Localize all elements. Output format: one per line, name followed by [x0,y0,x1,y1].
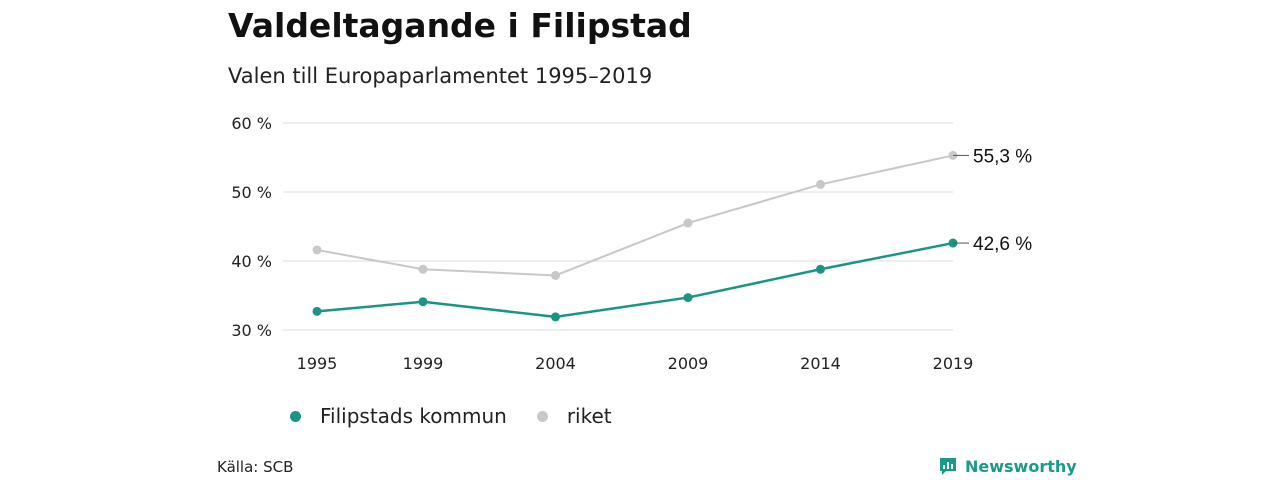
x-tick-label-1995: 1995 [297,354,338,373]
legend-marker-filipstad [290,410,301,422]
legend-item-filipstad: Filipstads kommun [290,404,507,428]
data-point-riket-2004 [551,270,560,280]
source-note: Källa: SCB [217,458,294,476]
legend-marker-riket [536,410,548,422]
x-tick-label-1999: 1999 [403,354,444,373]
data-point-filipstad-1999 [418,297,428,307]
x-tick-label-2014: 2014 [800,354,841,373]
legend: Filipstads kommun riket [290,404,642,428]
legend-label-filipstad: Filipstads kommun [320,404,507,428]
newsworthy-logo-icon [940,458,956,475]
legend-item-riket: riket [536,404,612,428]
series-line-filipstad [316,241,954,319]
chart-title: Valdeltagande i Filipstad [228,6,692,45]
y-tick-label-30: 30 % [231,321,272,340]
brand-name: Newsworthy [965,456,1077,476]
x-tick-label-2004: 2004 [535,354,576,373]
data-point-riket-2014 [816,179,825,189]
y-tick-label-40: 40 % [231,252,272,271]
x-tick-label-2009: 2009 [668,354,709,373]
series-line-riket [316,154,954,277]
data-point-filipstad-2009 [683,293,693,303]
chart-subtitle: Valen till Europaparlamentet 1995–2019 [228,64,653,88]
data-point-riket-1999 [418,264,428,274]
x-tick-label-2019: 2019 [933,354,974,373]
y-tick-label-50: 50 % [231,183,272,202]
end-label-filipstad: 42,6 % [973,234,1032,255]
data-point-filipstad-1995 [312,306,322,316]
y-tick-label-60: 60 % [231,114,272,133]
data-point-filipstad-2014 [816,264,825,274]
data-point-riket-2009 [683,218,693,228]
data-point-riket-1995 [312,245,322,255]
legend-label-riket: riket [566,404,612,428]
data-point-filipstad-2004 [551,312,560,322]
brand: Newsworthy [938,456,1077,476]
end-label-riket: 55,3 % [973,146,1032,167]
